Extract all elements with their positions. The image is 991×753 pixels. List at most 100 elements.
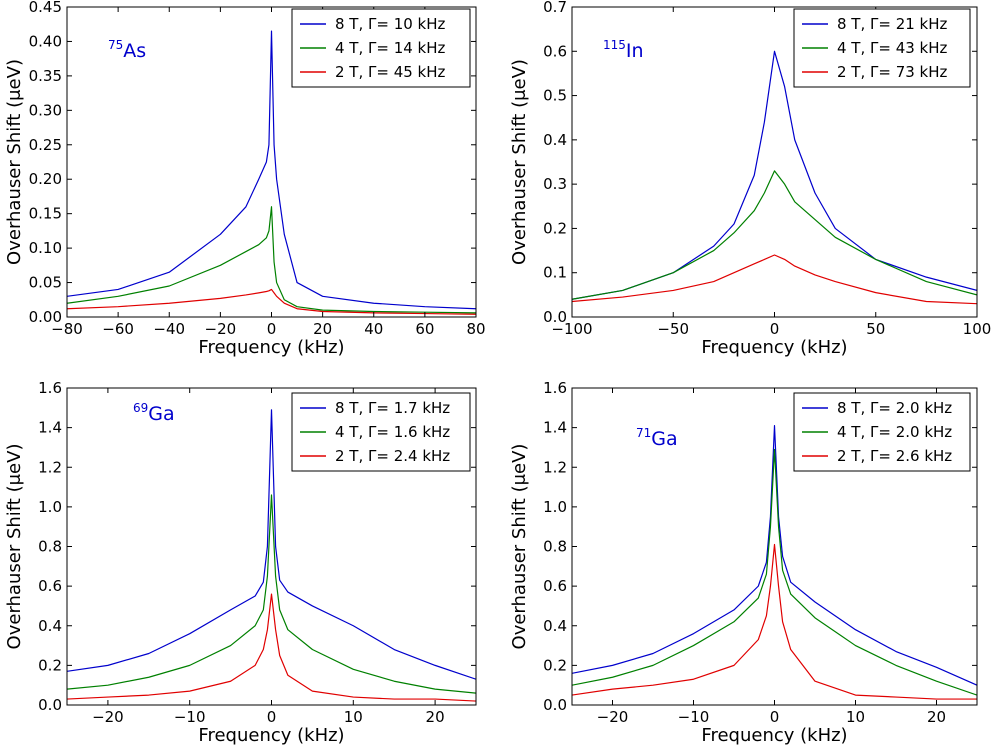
y-tick-label: 0.4 [38,617,62,635]
x-tick-label: −20 [205,320,237,338]
x-tick-label: −80 [51,320,83,338]
series-line-ga71-0 [572,425,977,686]
x-tick-label: −10 [678,708,710,726]
y-axis-label: Overhauser Shift (μeV) [509,444,530,650]
x-axis-label: Frequency (kHz) [701,337,847,358]
x-tick-label: −10 [174,708,206,726]
series-line-ga71-1 [572,448,977,696]
panel-ga69: −20 −10 0 10 20 0.0 0.2 0.4 0.6 0.8 1.0 1.2 1.4 1.6 Fr… [4,379,477,746]
y-tick-label: 0.35 [29,67,62,85]
nucleus-mass: 69 [133,401,148,415]
x-tick-label: −20 [92,708,124,726]
legend: 8 T, Γ= 10 kHz 4 T, Γ= 14 kHz 2 T, Γ= 45 k… [291,8,471,88]
legend-entry: 8 T, Γ= 2.0 kHz [837,399,952,417]
x-tick-label: 0 [770,320,780,338]
y-tick-label: 0.30 [29,101,62,119]
nucleus-symbol: In [626,40,644,62]
x-tick-label: 20 [927,708,946,726]
legend-entry: 4 T, Γ= 14 kHz [335,39,446,57]
x-tick-label: −40 [153,320,185,338]
x-tick-label: 80 [466,320,485,338]
y-tick-label: 1.2 [543,458,567,476]
series-line-in115-0 [572,50,977,300]
nucleus-label: 75As [108,38,146,62]
nucleus-label: 115In [603,38,644,62]
legend: 8 T, Γ= 1.7 kHz 4 T, Γ= 1.6 kHz 2 T, Γ= 2.… [291,392,471,472]
legend: 8 T, Γ= 21 kHz 4 T, Γ= 43 kHz 2 T, Γ= 73 k… [793,8,971,88]
y-tick-label: 0.4 [543,131,567,149]
y-axis-label: Overhauser Shift (μeV) [4,444,25,650]
nucleus-label: 69Ga [133,401,175,425]
nucleus-symbol: As [123,40,146,62]
y-tick-label: 0.4 [543,617,567,635]
x-axis-label: Frequency (kHz) [198,725,344,746]
y-tick-label: 0.7 [543,0,567,16]
x-tick-label: −60 [102,320,134,338]
series-line-ga69-1 [67,494,476,694]
series-line-in115-2 [572,254,977,305]
legend-entry: 2 T, Γ= 45 kHz [335,63,446,81]
y-tick-label: 0.05 [29,274,62,292]
x-tick-label: −20 [597,708,629,726]
nucleus-mass: 75 [108,38,123,52]
y-tick-label: 0.2 [38,656,62,674]
y-tick-label: 0.3 [543,175,567,193]
y-tick-label: 0.45 [29,0,62,16]
series-line-as75-1 [67,206,476,314]
y-axis-label: Overhauser Shift (μeV) [4,59,25,265]
y-tick-label: 0.10 [29,239,62,257]
nucleus-symbol: Ga [148,403,174,425]
x-axis-label: Frequency (kHz) [701,725,847,746]
legend-entry: 4 T, Γ= 1.6 kHz [335,423,450,441]
legend-entry: 8 T, Γ= 1.7 kHz [335,399,450,417]
y-tick-label: 0.20 [29,170,62,188]
y-tick-label: 0.6 [543,577,567,595]
x-tick-label: 60 [415,320,434,338]
y-tick-label: 0.2 [543,656,567,674]
panel-in115: −100 −50 0 50 100 0.0 0.1 0.2 0.3 0.4 0.5 0.6 0.7 Fre… [509,0,991,358]
y-tick-label: 1.2 [38,458,62,476]
nucleus-label: 71Ga [636,426,678,450]
y-tick-label: 0.00 [29,308,62,326]
series-line-in115-1 [572,170,977,300]
panel-as75: −80 −60 −40 −20 0 20 40 60 80 0.00 0.05 0.10 0.15 0.2… [4,0,486,358]
x-tick-label: −100 [551,320,592,338]
series-line-ga71-2 [572,543,977,700]
x-tick-label: 0 [267,320,277,338]
x-axis-label: Frequency (kHz) [198,337,344,358]
legend-entry: 4 T, Γ= 43 kHz [837,39,948,57]
y-tick-label: 1.4 [543,419,567,437]
y-tick-label: 0.0 [543,308,567,326]
y-tick-label: 1.4 [38,419,62,437]
nucleus-mass: 71 [636,426,651,440]
y-tick-label: 0.6 [543,42,567,60]
y-tick-label: 0.1 [543,264,567,282]
legend-entry: 8 T, Γ= 10 kHz [335,15,446,33]
x-tick-label: 20 [426,708,445,726]
y-tick-label: 1.0 [543,498,567,516]
legend-entry: 2 T, Γ= 2.4 kHz [335,447,450,465]
series-line-as75-0 [67,30,476,310]
x-tick-label: −50 [657,320,689,338]
x-tick-label: 40 [364,320,383,338]
panel-ga71: −20 −10 0 10 20 0.0 0.2 0.4 0.6 0.8 1.0 1.2 1.4 1.6 Fr… [509,379,978,746]
y-tick-label: 0.15 [29,205,62,223]
y-tick-label: 0.0 [38,696,62,714]
y-tick-label: 0.40 [29,32,62,50]
y-tick-label: 1.6 [543,379,567,397]
legend-entry: 2 T, Γ= 73 kHz [837,63,948,81]
series-line-ga69-2 [67,593,476,702]
x-tick-label: 10 [846,708,865,726]
y-tick-label: 1.6 [38,379,62,397]
x-tick-label: 50 [866,320,885,338]
x-tick-label: 100 [963,320,991,338]
x-tick-label: 0 [267,708,277,726]
y-tick-label: 0.25 [29,136,62,154]
legend-entry: 2 T, Γ= 2.6 kHz [837,447,952,465]
legend: 8 T, Γ= 2.0 kHz 4 T, Γ= 2.0 kHz 2 T, Γ= 2.… [793,392,971,472]
y-axis-label: Overhauser Shift (μeV) [509,59,530,265]
series-line-ga69-0 [67,409,476,680]
series-line-as75-2 [67,288,476,315]
nucleus-symbol: Ga [651,428,677,450]
